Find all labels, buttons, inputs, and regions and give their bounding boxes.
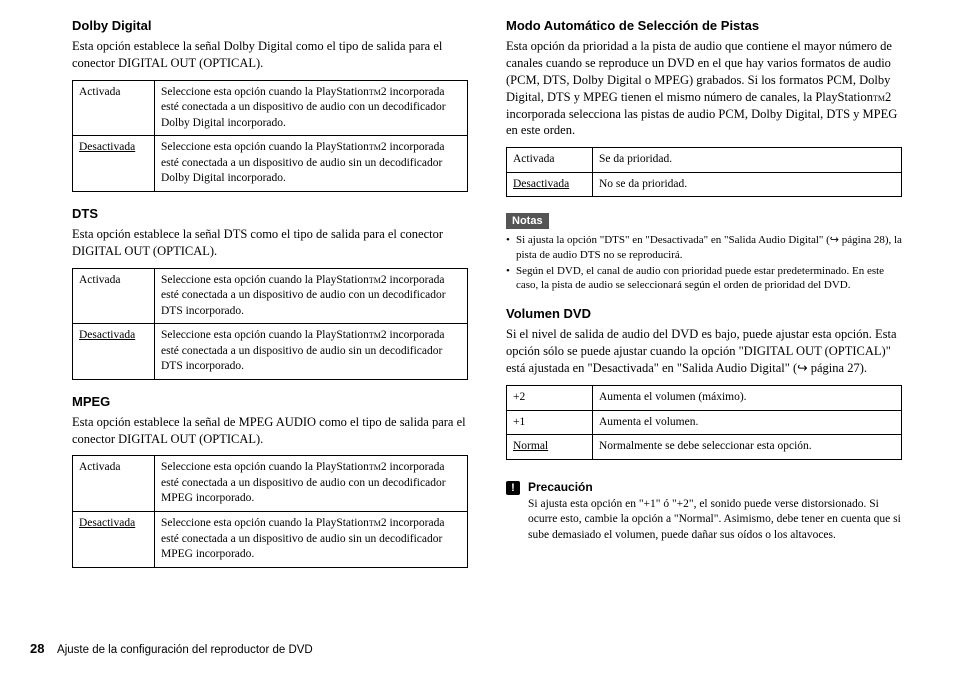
warning-icon: ! — [506, 481, 520, 495]
section-volumen: Volumen DVD Si el nivel de salida de aud… — [506, 306, 902, 459]
option-desc: Seleccione esta opción cuando la PlaySta… — [155, 324, 468, 380]
table-row: ActivadaSeleccione esta opción cuando la… — [73, 80, 468, 136]
table-row: ActivadaSe da prioridad. — [507, 148, 902, 173]
table-row: +2Aumenta el volumen (máximo). — [507, 386, 902, 411]
note-item: Si ajusta la opción "DTS" en "Desactivad… — [506, 233, 902, 262]
option-label: Activada — [507, 148, 593, 173]
option-label: Activada — [73, 456, 155, 512]
table-row: ActivadaSeleccione esta opción cuando la… — [73, 268, 468, 324]
caution-title: Precaución — [528, 480, 902, 494]
heading-dts: DTS — [72, 206, 468, 221]
table-row: DesactivadaSeleccione esta opción cuando… — [73, 324, 468, 380]
table-row: NormalNormalmente se debe seleccionar es… — [507, 435, 902, 460]
table-dolby: ActivadaSeleccione esta opción cuando la… — [72, 80, 468, 192]
tm-mark: TM — [873, 94, 885, 103]
option-label: Normal — [507, 435, 593, 460]
caution-text: Si ajusta esta opción en "+1" ó "+2", el… — [528, 497, 902, 544]
table-row: ActivadaSeleccione esta opción cuando la… — [73, 456, 468, 512]
option-desc: No se da prioridad. — [593, 172, 902, 197]
table-dts: ActivadaSeleccione esta opción cuando la… — [72, 268, 468, 380]
option-desc: Normalmente se debe seleccionar esta opc… — [593, 435, 902, 460]
section-mpeg: MPEG Esta opción establece la señal de M… — [72, 394, 468, 568]
notas-label: Notas — [506, 213, 549, 229]
notas-list: Si ajusta la opción "DTS" en "Desactivad… — [506, 233, 902, 292]
left-column: Dolby Digital Esta opción establece la s… — [72, 18, 468, 582]
table-modo: ActivadaSe da prioridad.DesactivadaNo se… — [506, 147, 902, 197]
desc-modo: Esta opción da prioridad a la pista de a… — [506, 38, 902, 139]
option-label: Activada — [73, 268, 155, 324]
option-desc: Seleccione esta opción cuando la PlaySta… — [155, 268, 468, 324]
section-dts: DTS Esta opción establece la señal DTS c… — [72, 206, 468, 380]
option-desc: Seleccione esta opción cuando la PlaySta… — [155, 511, 468, 567]
page-number: 28 — [30, 641, 44, 656]
desc-mpeg: Esta opción establece la señal de MPEG A… — [72, 414, 468, 448]
caution-block: ! Precaución Si ajusta esta opción en "+… — [506, 480, 902, 544]
option-desc: Seleccione esta opción cuando la PlaySta… — [155, 80, 468, 136]
right-column: Modo Automático de Selección de Pistas E… — [506, 18, 902, 582]
desc-volumen: Si el nivel de salida de audio del DVD e… — [506, 326, 902, 377]
table-row: DesactivadaSeleccione esta opción cuando… — [73, 511, 468, 567]
option-desc: Aumenta el volumen (máximo). — [593, 386, 902, 411]
heading-mpeg: MPEG — [72, 394, 468, 409]
option-label: Desactivada — [73, 136, 155, 192]
table-mpeg: ActivadaSeleccione esta opción cuando la… — [72, 455, 468, 567]
option-desc: Se da prioridad. — [593, 148, 902, 173]
option-label: +2 — [507, 386, 593, 411]
table-row: DesactivadaNo se da prioridad. — [507, 172, 902, 197]
desc-modo-a: Esta opción da prioridad a la pista de a… — [506, 39, 892, 104]
section-dolby: Dolby Digital Esta opción establece la s… — [72, 18, 468, 192]
option-label: +1 — [507, 410, 593, 435]
desc-dolby: Esta opción establece la señal Dolby Dig… — [72, 38, 468, 72]
section-notas: Notas Si ajusta la opción "DTS" en "Desa… — [506, 211, 902, 292]
option-desc: Seleccione esta opción cuando la PlaySta… — [155, 456, 468, 512]
table-volumen: +2Aumenta el volumen (máximo).+1Aumenta … — [506, 385, 902, 460]
heading-volumen: Volumen DVD — [506, 306, 902, 321]
footer-text: Ajuste de la configuración del reproduct… — [57, 644, 313, 656]
note-item: Según el DVD, el canal de audio con prio… — [506, 264, 902, 293]
page-footer: 28 Ajuste de la configuración del reprod… — [30, 641, 313, 656]
table-row: DesactivadaSeleccione esta opción cuando… — [73, 136, 468, 192]
heading-dolby: Dolby Digital — [72, 18, 468, 33]
desc-dts: Esta opción establece la señal DTS como … — [72, 226, 468, 260]
option-label: Desactivada — [73, 324, 155, 380]
option-label: Desactivada — [507, 172, 593, 197]
option-label: Activada — [73, 80, 155, 136]
option-desc: Seleccione esta opción cuando la PlaySta… — [155, 136, 468, 192]
section-modo: Modo Automático de Selección de Pistas E… — [506, 18, 902, 197]
table-row: +1Aumenta el volumen. — [507, 410, 902, 435]
option-label: Desactivada — [73, 511, 155, 567]
option-desc: Aumenta el volumen. — [593, 410, 902, 435]
heading-modo: Modo Automático de Selección de Pistas — [506, 18, 902, 33]
